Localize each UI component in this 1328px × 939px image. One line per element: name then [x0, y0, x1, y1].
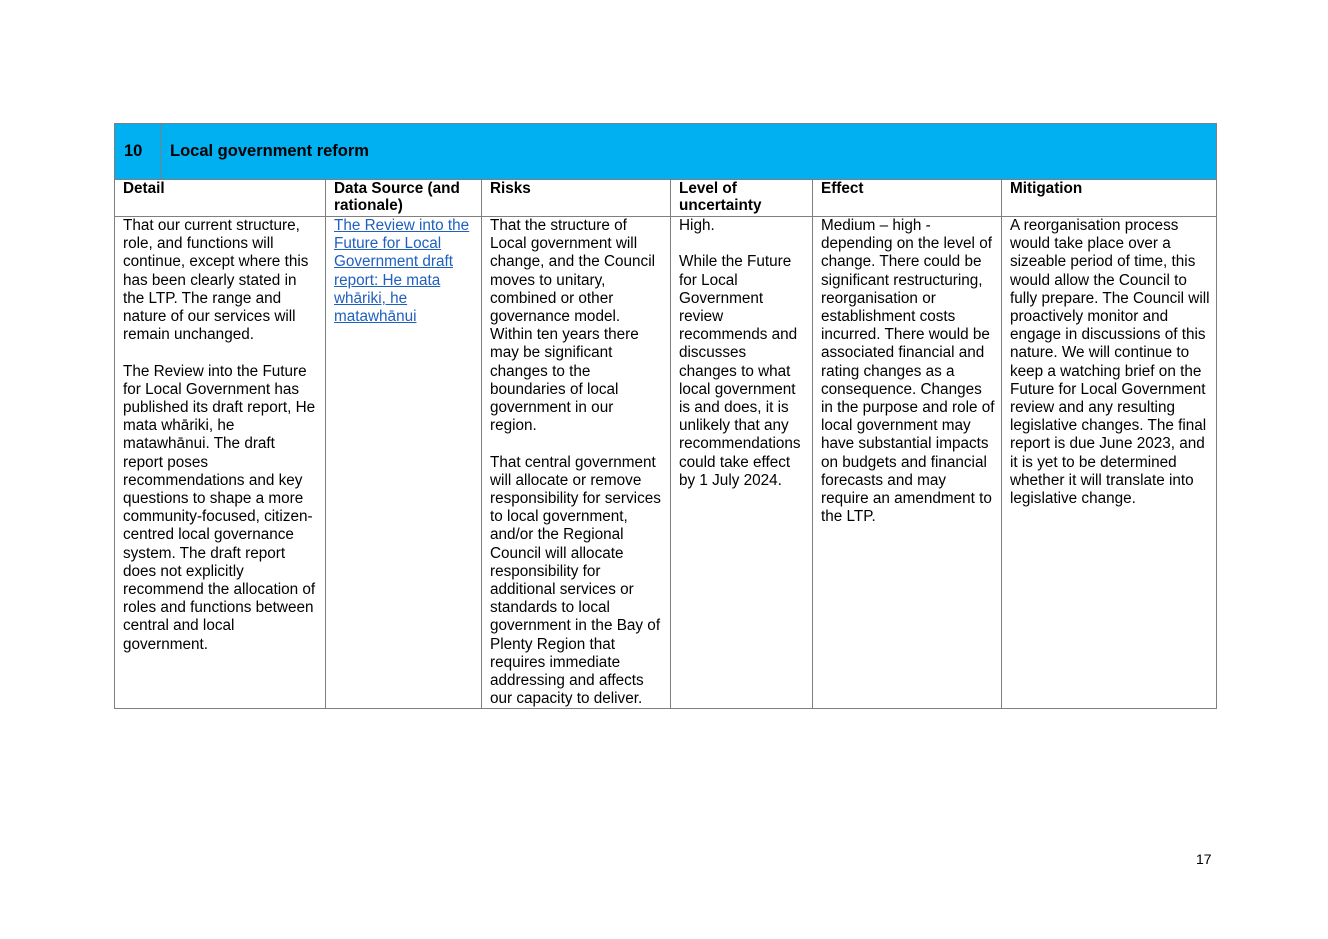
detail-paragraph: That our current structure, role, and fu… — [123, 217, 309, 344]
column-header-risks: Risks — [481, 179, 671, 217]
uncertainty-cell: High. While the Future for Local Governm… — [670, 215, 813, 710]
section-header-cell: 10 Local government reform — [113, 123, 1218, 180]
section-header-band: 10 Local government reform — [113, 123, 1218, 180]
section-title: Local government reform — [160, 124, 369, 179]
column-header-detail: Detail — [114, 179, 326, 217]
column-header-row: Detail Data Source (and rationale) Risks… — [114, 179, 1218, 217]
column-header-data-source: Data Source (and rationale) — [325, 179, 482, 217]
risks-paragraph: That the structure of Local government w… — [490, 217, 655, 435]
risk-assumption-table: 10 Local government reform Detail Data S… — [113, 123, 1218, 710]
mitigation-paragraph: A reorganisation process would take plac… — [1010, 217, 1210, 508]
detail-cell: That our current structure, role, and fu… — [114, 215, 326, 710]
risks-cell: That the structure of Local government w… — [481, 215, 671, 710]
uncertainty-paragraph: While the Future for Local Government re… — [679, 253, 801, 489]
effect-paragraph: Medium – high - depending on the level o… — [821, 217, 995, 526]
uncertainty-paragraph: High. — [679, 217, 715, 234]
risks-paragraph: That central government will allocate or… — [490, 453, 661, 708]
data-source-link[interactable]: The Review into the Future for Local Gov… — [334, 217, 470, 326]
page-number: 17 — [1196, 851, 1212, 867]
effect-cell: Medium – high - depending on the level o… — [812, 215, 1002, 710]
section-number: 10 — [124, 142, 143, 161]
column-header-uncertainty: Level of uncertainty — [670, 179, 813, 217]
column-header-effect: Effect — [812, 179, 1002, 217]
detail-paragraph: The Review into the Future for Local Gov… — [123, 362, 316, 653]
table-row: That our current structure, role, and fu… — [114, 215, 1218, 710]
column-header-mitigation: Mitigation — [1000, 179, 1218, 217]
data-source-cell: The Review into the Future for Local Gov… — [325, 215, 482, 710]
mitigation-cell: A reorganisation process would take plac… — [1000, 215, 1218, 710]
